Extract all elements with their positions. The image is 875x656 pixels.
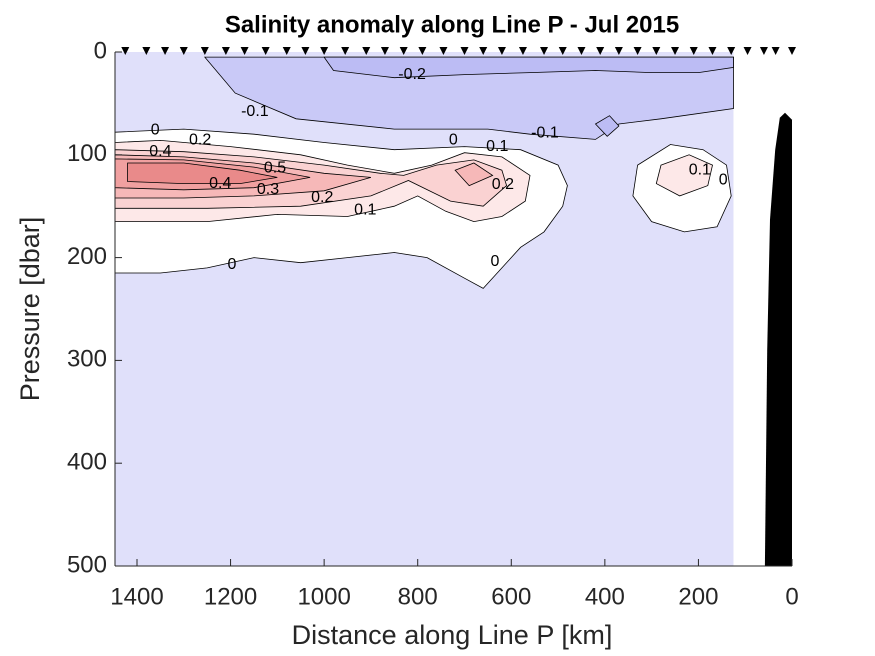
station-marker	[708, 47, 717, 55]
contour-label: -0.2	[398, 66, 426, 83]
station-marker	[341, 47, 350, 55]
x-axis-label: Distance along Line P [km]	[292, 620, 613, 650]
contour-label: 0.1	[354, 202, 376, 219]
station-marker	[282, 47, 291, 55]
x-tick-label: 600	[491, 583, 531, 610]
contour-label: 0.1	[486, 138, 508, 155]
contour-fill	[203, 56, 734, 140]
station-marker	[200, 47, 209, 55]
y-tick-label: 200	[67, 243, 107, 270]
station-marker	[558, 47, 567, 55]
station-marker	[301, 47, 310, 55]
x-tick-label: 400	[585, 583, 625, 610]
station-marker	[759, 47, 768, 55]
station-marker	[540, 47, 549, 55]
contour-label: 0.5	[264, 159, 286, 176]
station-marker	[142, 47, 151, 55]
station-marker	[261, 47, 270, 55]
x-tick-label: 1400	[110, 583, 163, 610]
station-marker	[221, 47, 230, 55]
bathymetry	[764, 112, 792, 566]
contour-label: 0.2	[311, 189, 333, 206]
contour-label: 0	[151, 121, 160, 138]
station-marker	[633, 47, 642, 55]
contour-fill	[454, 162, 494, 187]
station-marker	[518, 47, 527, 55]
station-marker	[460, 47, 469, 55]
y-axis-label: Pressure [dbar]	[15, 217, 45, 402]
contour-label: 0.2	[189, 132, 211, 149]
plot-area: -0.2 -0.1 -0.1 0 0 0.1 0.2 0.4 0.5 0.4 0.3 0.2 0.1 0.…	[114, 52, 792, 566]
contour-label: 0.4	[149, 143, 171, 160]
contour-label: 0	[228, 256, 237, 273]
x-tick-label: 1200	[204, 583, 257, 610]
y-tick-label: 400	[67, 449, 107, 476]
y-tick-label: 0	[94, 37, 107, 64]
contour-label: 0	[490, 253, 499, 270]
station-marker	[577, 47, 586, 55]
station-marker	[652, 47, 661, 55]
station-marker	[771, 47, 780, 55]
station-marker	[743, 47, 752, 55]
x-tick-label: 0	[785, 583, 798, 610]
station-marker	[399, 47, 408, 55]
contour-fill	[323, 56, 734, 79]
contour-label: 0.2	[492, 176, 514, 193]
contour-label: -0.1	[241, 103, 269, 120]
contour-label: 0.3	[257, 181, 279, 198]
x-tick-label: 200	[678, 583, 718, 610]
contour-fill	[594, 115, 620, 137]
contour-label: 0.4	[209, 175, 231, 192]
contour-label: 0.1	[689, 161, 711, 178]
station-marker	[439, 47, 448, 55]
station-marker	[380, 47, 389, 55]
station-marker	[479, 47, 488, 55]
y-tick-label: 100	[67, 140, 107, 167]
station-marker	[121, 47, 130, 55]
station-marker	[727, 47, 736, 55]
chart-title: Salinity anomaly along Line P - Jul 2015	[225, 11, 679, 38]
y-tick-label: 500	[67, 551, 107, 578]
station-marker	[671, 47, 680, 55]
station-marker	[596, 47, 605, 55]
contour-fill	[127, 162, 278, 185]
y-tick-label: 300	[67, 346, 107, 373]
contour-label: 0	[719, 172, 728, 189]
station-marker	[179, 47, 188, 55]
station-marker	[614, 47, 623, 55]
station-marker	[788, 47, 796, 55]
contour-fill	[655, 154, 713, 197]
station-marker	[240, 47, 249, 55]
station-marker	[320, 47, 329, 55]
station-marker	[418, 47, 427, 55]
station-marker	[362, 47, 371, 55]
x-tick-label: 800	[398, 583, 438, 610]
station-marker	[161, 47, 170, 55]
station-marker	[497, 47, 506, 55]
contour-label: 0	[449, 132, 458, 149]
station-marker	[689, 47, 698, 55]
contour-label: -0.1	[531, 124, 559, 141]
x-tick-label: 1000	[297, 583, 350, 610]
